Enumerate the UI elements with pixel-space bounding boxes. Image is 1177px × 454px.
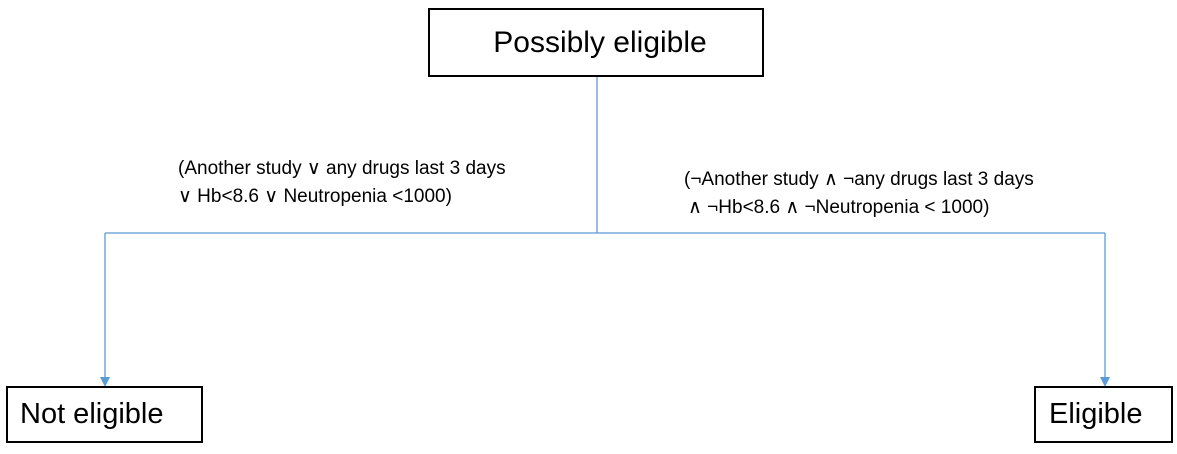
right-arrowhead-icon [1100, 377, 1110, 387]
left-condition-line-1: (Another study ∨ any drugs last 3 days [178, 158, 506, 179]
left-arrowhead-icon [100, 377, 110, 387]
left-condition-line-2: ∨ Hb<8.6 ∨ Neutropenia <1000) [178, 186, 452, 207]
left-branch-condition: (Another study ∨ any drugs last 3 days ∨… [178, 155, 506, 211]
node-not-eligible: Not eligible [6, 386, 203, 443]
not-eligible-label: Not eligible [20, 398, 164, 430]
root-node-label: Possibly eligible [493, 25, 707, 59]
eligible-label: Eligible [1049, 398, 1143, 430]
right-branch-condition: (¬Another study ∧ ¬any drugs last 3 days… [684, 166, 1034, 222]
node-eligible: Eligible [1034, 386, 1173, 443]
root-node-possibly-eligible: Possibly eligible [428, 8, 764, 77]
right-condition-line-1: (¬Another study ∧ ¬any drugs last 3 days [684, 169, 1034, 190]
right-condition-line-2: ∧ ¬Hb<8.6 ∧ ¬Neutropenia < 1000) [688, 197, 990, 218]
